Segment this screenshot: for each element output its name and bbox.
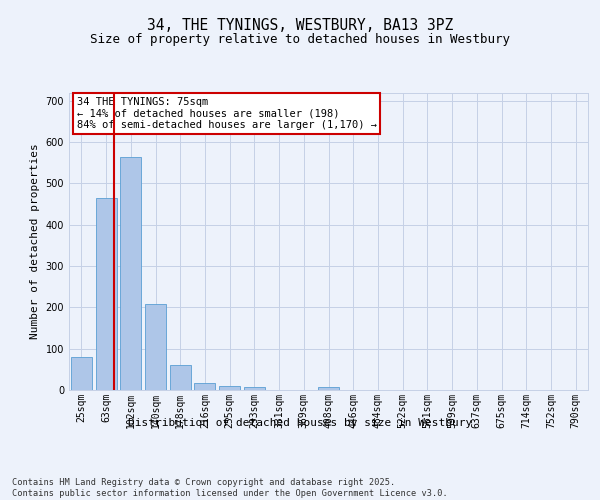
Bar (145, 304, 166, 390)
Bar (194, 383, 215, 390)
Bar (244, 386, 265, 390)
Bar (170, 365, 191, 390)
Bar (95, 198, 116, 390)
Text: Distribution of detached houses by size in Westbury: Distribution of detached houses by size … (128, 418, 472, 428)
Y-axis label: Number of detached properties: Number of detached properties (30, 144, 40, 339)
Bar (71, 357, 92, 390)
Text: 34 THE TYNINGS: 75sqm
← 14% of detached houses are smaller (198)
84% of semi-det: 34 THE TYNINGS: 75sqm ← 14% of detached … (77, 97, 377, 130)
Text: Size of property relative to detached houses in Westbury: Size of property relative to detached ho… (90, 32, 510, 46)
Text: Contains HM Land Registry data © Crown copyright and database right 2025.
Contai: Contains HM Land Registry data © Crown c… (12, 478, 448, 498)
Bar (318, 386, 339, 390)
Bar (120, 156, 141, 390)
Text: 34, THE TYNINGS, WESTBURY, BA13 3PZ: 34, THE TYNINGS, WESTBURY, BA13 3PZ (147, 18, 453, 32)
Bar (219, 386, 240, 390)
